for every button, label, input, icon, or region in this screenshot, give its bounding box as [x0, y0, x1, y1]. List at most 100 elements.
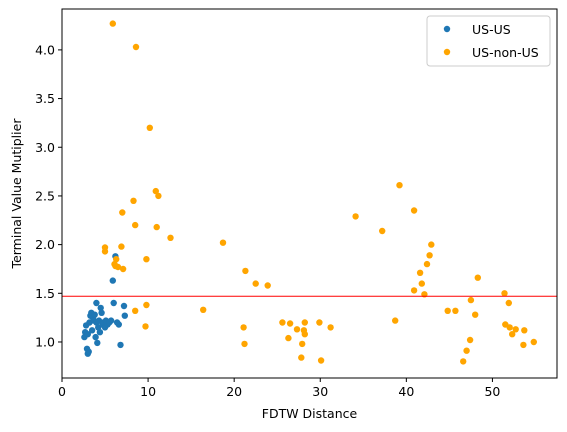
point-us-non-us	[410, 287, 418, 294]
point-us-non-us	[146, 124, 153, 131]
point-us-non-us	[472, 311, 479, 318]
point-us-non-us	[452, 307, 459, 314]
point-us-non-us	[153, 223, 160, 231]
point-us-non-us	[317, 357, 325, 364]
point-us-us	[121, 312, 128, 319]
point-us-non-us	[200, 306, 207, 313]
point-us-non-us	[428, 241, 435, 248]
x-tick-label: 30	[312, 384, 328, 399]
legend-label-us-non-us: US-non-US	[472, 45, 539, 60]
point-us-non-us	[466, 336, 474, 344]
point-us-non-us	[132, 43, 140, 51]
point-us-us	[110, 299, 117, 307]
point-us-non-us	[352, 213, 359, 220]
point-us-us	[109, 277, 117, 284]
point-us-us	[115, 321, 123, 328]
point-us-non-us	[426, 252, 433, 259]
point-us-non-us	[379, 227, 386, 235]
x-tick-label: 50	[484, 384, 500, 399]
point-us-us	[92, 333, 99, 341]
y-tick-label: 4.0	[35, 42, 55, 57]
point-us-non-us	[118, 243, 125, 250]
point-us-non-us	[299, 340, 306, 348]
y-tick-label: 2.5	[35, 188, 55, 203]
point-us-non-us	[113, 256, 120, 263]
x-tick-label: 20	[226, 384, 242, 399]
point-us-us	[91, 311, 98, 318]
point-us-non-us	[506, 324, 513, 331]
point-us-non-us	[264, 282, 271, 289]
x-tick-label: 0	[58, 384, 66, 399]
point-us-non-us	[252, 280, 259, 287]
point-us-non-us	[167, 234, 174, 241]
point-us-non-us	[474, 274, 481, 281]
point-us-non-us	[298, 354, 305, 361]
point-us-us	[84, 331, 92, 338]
point-us-non-us	[301, 319, 308, 326]
y-tick-label: 2.0	[35, 237, 55, 252]
point-us-non-us	[512, 326, 519, 333]
point-us-non-us	[285, 334, 292, 342]
point-us-non-us	[416, 269, 424, 276]
point-us-non-us	[460, 358, 467, 365]
point-us-non-us	[119, 265, 127, 273]
point-us-us	[117, 341, 124, 349]
point-us-non-us	[240, 324, 247, 331]
point-us-non-us	[327, 324, 334, 331]
point-us-non-us	[293, 326, 301, 333]
x-axis-label: FDTW Distance	[262, 406, 358, 421]
legend-label-us-us: US-US	[472, 22, 511, 37]
point-us-non-us	[143, 301, 150, 309]
plot-frame	[61, 8, 558, 379]
point-us-non-us	[109, 20, 117, 27]
point-us-non-us	[112, 262, 119, 270]
point-us-non-us	[142, 323, 149, 330]
point-us-non-us	[130, 197, 137, 204]
point-us-non-us	[418, 280, 425, 287]
point-us-non-us	[396, 182, 403, 189]
point-us-us	[97, 304, 104, 312]
point-us-non-us	[505, 299, 512, 307]
point-us-us	[85, 348, 92, 355]
point-us-non-us	[392, 317, 399, 324]
point-us-non-us	[501, 290, 508, 297]
points-layer	[81, 20, 537, 365]
legend-marker-us-us	[443, 25, 451, 33]
point-us-non-us	[410, 207, 418, 214]
y-tick-label: 3.0	[35, 140, 55, 155]
point-us-non-us	[300, 327, 308, 334]
y-tick-label: 3.5	[35, 91, 55, 106]
y-tick-label: 1.5	[35, 286, 55, 301]
legend: US-US US-non-US	[426, 15, 551, 67]
point-us-us	[98, 309, 105, 316]
point-us-non-us	[219, 239, 227, 246]
x-axis-ticks: 0 10 20 30 40 50	[58, 378, 500, 399]
point-us-non-us	[520, 341, 527, 349]
point-us-non-us	[463, 347, 470, 354]
legend-marker-us-non-us	[443, 48, 451, 56]
legend-box	[426, 15, 551, 67]
point-us-us	[93, 299, 100, 307]
y-tick-label: 1.0	[35, 334, 55, 349]
point-us-non-us	[101, 248, 109, 255]
point-us-non-us	[152, 187, 159, 195]
point-us-non-us	[521, 327, 528, 334]
point-us-non-us	[444, 307, 451, 314]
point-us-non-us	[241, 340, 248, 348]
point-us-non-us	[279, 319, 286, 326]
point-us-non-us	[143, 256, 150, 263]
point-us-non-us	[467, 296, 475, 304]
point-us-non-us	[119, 209, 126, 216]
point-us-us	[88, 327, 96, 334]
point-us-non-us	[530, 338, 537, 346]
y-axis-ticks: 1.0 1.5 2.0 2.5 3.0 3.5 4.0	[35, 42, 62, 349]
point-us-us	[107, 317, 115, 324]
point-us-non-us	[132, 307, 139, 314]
y-axis-label: Terminal Value Mutiplier	[9, 118, 24, 270]
point-us-non-us	[423, 260, 431, 268]
point-us-us	[94, 339, 101, 347]
point-us-non-us	[155, 192, 162, 200]
point-us-us	[96, 329, 104, 336]
point-us-us	[120, 302, 128, 310]
